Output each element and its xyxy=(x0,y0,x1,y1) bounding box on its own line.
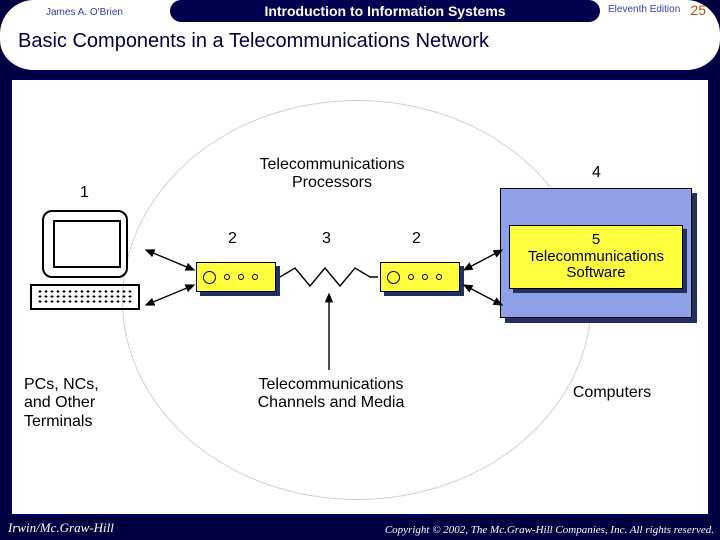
slide-subtitle: Basic Components in a Telecommunications… xyxy=(18,30,489,53)
processor-box-right xyxy=(380,262,460,292)
slide-header: James A. O'Brien Introduction to Informa… xyxy=(0,0,720,74)
slide-root: James A. O'Brien Introduction to Informa… xyxy=(0,0,720,540)
label-processors: Telecommunications Processors xyxy=(232,156,432,193)
software-number: 5 xyxy=(592,232,600,249)
diagram-canvas: 1 2 3 2 4 Telecommunications Processors xyxy=(10,78,710,516)
led-icon xyxy=(252,274,258,280)
terminal-icon xyxy=(30,210,140,330)
label-computers: Computers xyxy=(552,384,672,402)
node-number-4: 4 xyxy=(592,164,601,182)
led-icon xyxy=(203,271,216,284)
footer-copyright: Copyright © 2002, The Mc.Graw-Hill Compa… xyxy=(385,524,714,536)
node-number-1: 1 xyxy=(80,184,89,202)
software-label: Telecommunications Software xyxy=(528,249,664,282)
label-terminals: PCs, NCs, and Other Terminals xyxy=(24,376,134,431)
led-icon xyxy=(387,271,400,284)
edition-text: Eleventh Edition xyxy=(608,4,680,15)
keyboard-icon xyxy=(30,284,140,310)
led-icon xyxy=(436,274,442,280)
footer-publisher: Irwin/Mc.Graw-Hill xyxy=(8,520,114,536)
node-number-3: 3 xyxy=(322,230,331,248)
computers-box: 5 Telecommunications Software xyxy=(500,188,692,318)
led-icon xyxy=(422,274,428,280)
course-title: Introduction to Information Systems xyxy=(264,3,505,19)
led-icon xyxy=(238,274,244,280)
title-pill: Introduction to Information Systems xyxy=(170,0,600,22)
page-number: 25 xyxy=(690,2,706,18)
keyboard-dots xyxy=(37,289,133,305)
software-box: 5 Telecommunications Software xyxy=(509,225,683,289)
label-channels: Telecommunications Channels and Media xyxy=(218,376,444,413)
node-number-2-right: 2 xyxy=(412,230,421,248)
led-icon xyxy=(224,274,230,280)
processor-box-left xyxy=(196,262,276,292)
screen-icon xyxy=(53,220,121,268)
author-text: James A. O'Brien xyxy=(46,7,123,18)
monitor-icon xyxy=(42,210,128,278)
node-number-2-left: 2 xyxy=(228,230,237,248)
led-icon xyxy=(408,274,414,280)
